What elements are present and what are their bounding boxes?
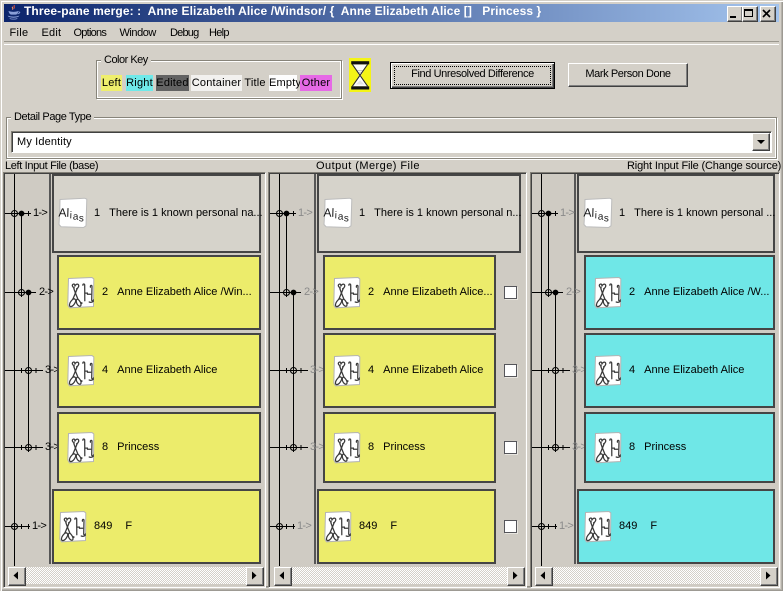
svg-text:l: l: [591, 206, 594, 220]
svg-text:a: a: [73, 212, 79, 223]
svg-text:A: A: [583, 206, 591, 220]
svg-text:s: s: [604, 213, 609, 224]
svg-text:i: i: [595, 210, 598, 221]
svg-text:i: i: [70, 210, 73, 221]
svg-text:l: l: [331, 206, 334, 220]
svg-text:l: l: [66, 206, 69, 220]
svg-text:s: s: [79, 213, 84, 224]
svg-text:A: A: [323, 206, 331, 220]
svg-text:A: A: [58, 206, 66, 220]
svg-text:s: s: [344, 213, 349, 224]
svg-text:a: a: [598, 212, 604, 223]
svg-text:a: a: [338, 212, 344, 223]
svg-text:i: i: [335, 210, 338, 221]
